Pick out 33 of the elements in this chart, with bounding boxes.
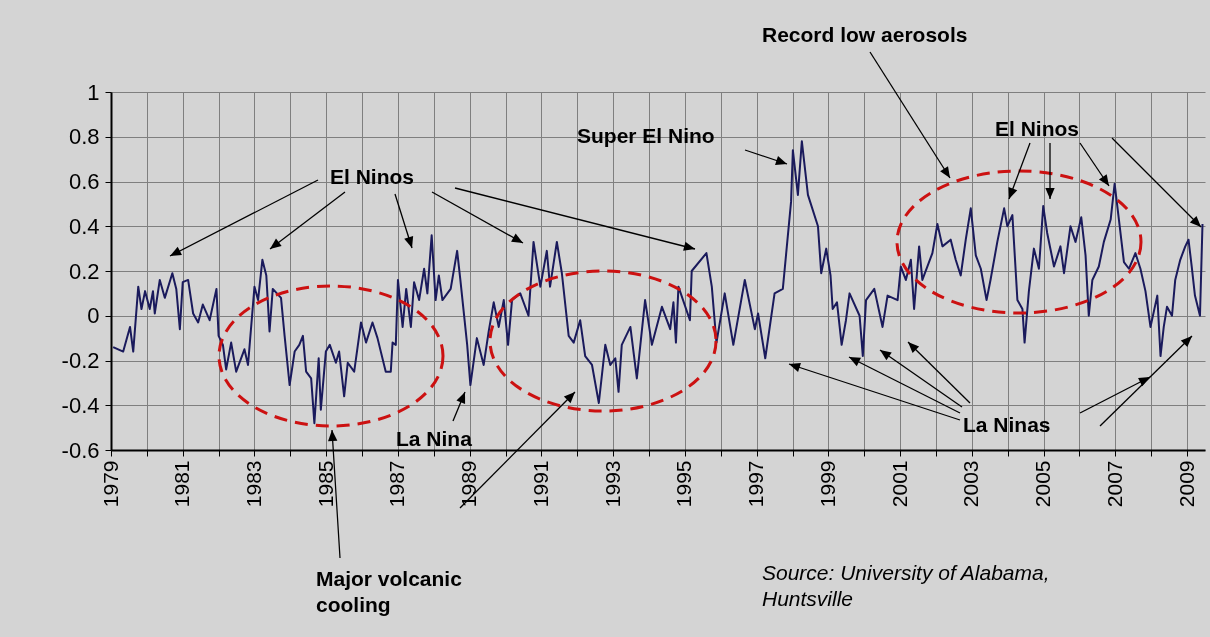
x-tick-label: 2001 <box>887 460 911 508</box>
x-tick-label: 1999 <box>815 460 839 508</box>
x-tick-label: 1989 <box>457 460 481 508</box>
y-tick-label: 0.8 <box>68 124 100 150</box>
y-tick-label: -0.6 <box>61 437 100 463</box>
y-tick-label: -0.4 <box>61 392 100 418</box>
x-tick-label: 1985 <box>313 460 337 508</box>
annotation: La Nina <box>396 426 472 452</box>
annotation: El Ninos <box>995 116 1080 142</box>
x-tick-label: 2009 <box>1174 460 1198 508</box>
y-tick-label: 0 <box>87 303 100 329</box>
annotation: La Ninas <box>963 412 1051 438</box>
text: Record low aerosols <box>762 22 968 48</box>
y-tick-label: 0.6 <box>68 169 100 194</box>
x-tick-label: 1987 <box>385 460 409 508</box>
x-tick-label: 1997 <box>744 460 768 508</box>
x-tick-label: 1993 <box>600 460 624 508</box>
annotation: Super El Nino <box>577 123 715 149</box>
x-tick-label: 1983 <box>241 460 265 508</box>
x-tick-label: 1981 <box>170 460 194 508</box>
x-tick-label: 1979 <box>98 460 122 508</box>
x-tick-label: 1995 <box>672 460 696 508</box>
y-tick-label: 0.2 <box>68 258 100 284</box>
x-tick-label: 2005 <box>1031 460 1055 508</box>
x-tick-label: 2003 <box>959 460 983 508</box>
x-tick-label: 1991 <box>528 460 552 508</box>
y-tick-label: 1 <box>87 79 100 105</box>
y-tick-label: 0.4 <box>68 213 100 239</box>
annotation: El Ninos <box>330 164 415 190</box>
source-note: Source: University of Alabama, Huntsville <box>762 560 1051 612</box>
x-tick-label: 2007 <box>1102 460 1126 508</box>
y-tick-label: -0.2 <box>61 348 100 373</box>
text: Major volcanic cooling <box>316 566 463 618</box>
